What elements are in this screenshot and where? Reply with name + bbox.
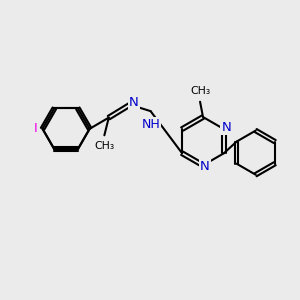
- Text: N: N: [200, 160, 210, 173]
- Text: N: N: [129, 96, 139, 109]
- Text: I: I: [34, 122, 37, 135]
- Text: CH₃: CH₃: [94, 141, 114, 151]
- Text: NH: NH: [142, 118, 161, 130]
- Text: CH₃: CH₃: [190, 86, 210, 96]
- Text: N: N: [221, 121, 231, 134]
